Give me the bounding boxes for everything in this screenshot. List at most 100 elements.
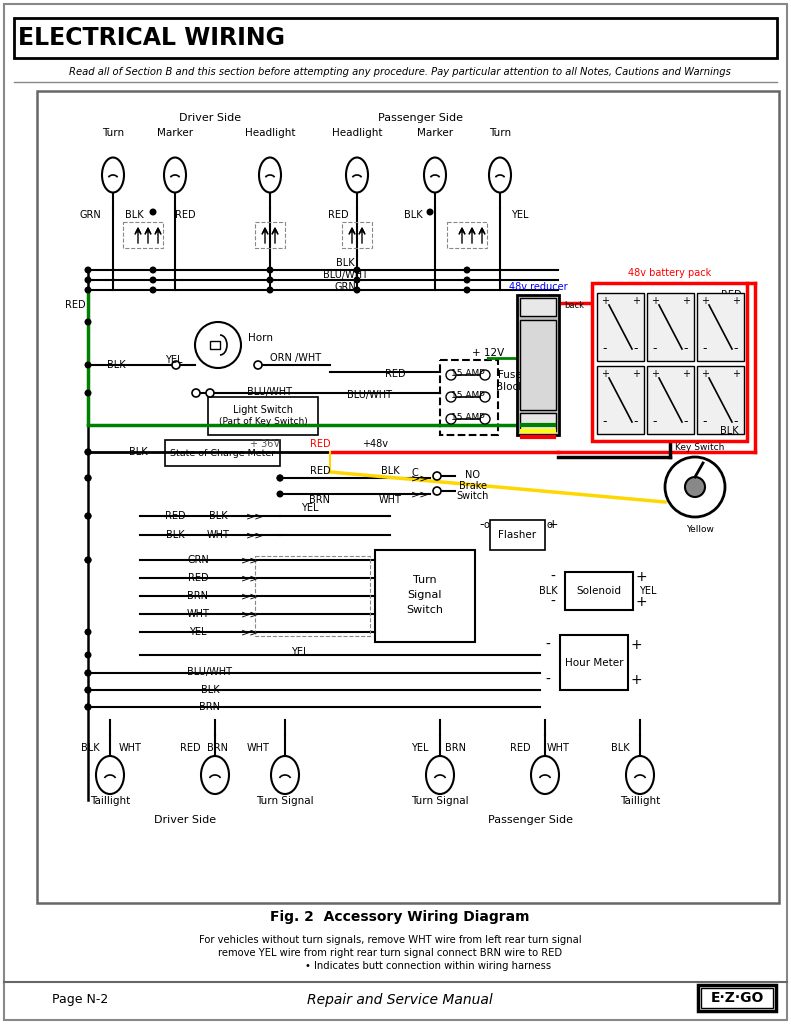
Circle shape <box>277 474 283 481</box>
Text: >>: >> <box>240 627 259 637</box>
Bar <box>123 222 163 248</box>
Bar <box>647 366 694 434</box>
Bar <box>440 360 498 435</box>
Text: Headlight: Headlight <box>244 128 295 138</box>
Text: +: + <box>732 369 740 379</box>
Circle shape <box>85 361 92 369</box>
Text: BLU/WHT: BLU/WHT <box>323 270 368 280</box>
Text: >>: >> <box>240 555 259 565</box>
Text: Solenoid: Solenoid <box>577 586 622 596</box>
Circle shape <box>426 209 433 215</box>
Circle shape <box>464 276 471 284</box>
Circle shape <box>149 276 157 284</box>
Text: remove YEL wire from right rear turn signal connect BRN wire to RED: remove YEL wire from right rear turn sig… <box>218 948 562 958</box>
Circle shape <box>267 287 274 294</box>
Text: >>: >> <box>246 530 264 540</box>
Circle shape <box>85 287 92 294</box>
Text: +: + <box>632 296 640 306</box>
Text: >>: >> <box>240 591 259 601</box>
Text: >>: >> <box>411 489 430 499</box>
Text: RED: RED <box>180 743 200 753</box>
Circle shape <box>254 361 262 369</box>
Text: BLK: BLK <box>720 426 738 436</box>
Text: ELECTRICAL WIRING: ELECTRICAL WIRING <box>18 26 285 50</box>
Text: RED: RED <box>310 466 331 476</box>
Text: YEL: YEL <box>291 647 308 657</box>
Text: +: + <box>701 296 709 306</box>
Bar <box>255 222 285 248</box>
Text: ORN /WHT: ORN /WHT <box>271 353 322 362</box>
Bar <box>560 635 628 690</box>
Circle shape <box>433 487 441 495</box>
Ellipse shape <box>346 158 368 193</box>
Text: Passenger Side: Passenger Side <box>487 815 573 825</box>
Text: BRN: BRN <box>445 743 465 753</box>
Text: YEL: YEL <box>189 627 206 637</box>
Text: -: - <box>551 570 555 584</box>
Text: Brake: Brake <box>459 481 487 490</box>
Bar <box>375 550 475 642</box>
Circle shape <box>85 266 92 273</box>
Text: E·Z·GO: E·Z·GO <box>710 991 763 1005</box>
Text: BLK: BLK <box>335 258 354 268</box>
Text: o: o <box>483 520 489 530</box>
Text: 15 AMP: 15 AMP <box>451 414 485 423</box>
Text: 48v battery pack: 48v battery pack <box>628 268 711 278</box>
Text: GRN: GRN <box>79 210 101 220</box>
Circle shape <box>446 392 456 402</box>
Text: -: - <box>653 342 657 355</box>
Text: +: + <box>651 296 659 306</box>
Text: BLK: BLK <box>165 530 184 540</box>
Circle shape <box>85 556 92 563</box>
Text: YEL: YEL <box>411 743 429 753</box>
Text: RED: RED <box>327 210 348 220</box>
Text: >>: >> <box>411 473 430 483</box>
Circle shape <box>480 392 490 402</box>
Circle shape <box>85 703 92 711</box>
Ellipse shape <box>164 158 186 193</box>
Circle shape <box>446 370 456 380</box>
Text: Switch: Switch <box>457 490 489 501</box>
Text: + 36V: + 36V <box>250 439 280 449</box>
Text: Fuse: Fuse <box>498 370 522 380</box>
Text: -: - <box>603 416 607 428</box>
Text: 48v reducer: 48v reducer <box>509 282 567 292</box>
Text: o: o <box>546 520 552 530</box>
Circle shape <box>464 287 471 294</box>
Bar <box>210 341 220 349</box>
Text: RED: RED <box>65 300 85 310</box>
Text: BLK: BLK <box>209 511 227 521</box>
Text: BRN: BRN <box>207 743 229 753</box>
Text: -: - <box>546 673 551 687</box>
Circle shape <box>277 490 283 498</box>
Circle shape <box>665 457 725 517</box>
Text: WHT: WHT <box>247 743 270 753</box>
Circle shape <box>354 287 361 294</box>
Bar <box>447 222 487 248</box>
Text: -: - <box>702 416 707 428</box>
Text: Taillight: Taillight <box>90 796 131 806</box>
Text: BLK: BLK <box>611 743 630 753</box>
Circle shape <box>85 556 92 563</box>
Circle shape <box>433 472 441 480</box>
Text: -: - <box>551 595 555 609</box>
Text: >>: >> <box>240 573 259 583</box>
Text: +: + <box>651 369 659 379</box>
Text: Page N-2: Page N-2 <box>52 993 108 1007</box>
Circle shape <box>195 322 241 368</box>
Text: >>: >> <box>240 609 259 618</box>
Bar <box>517 295 559 435</box>
Ellipse shape <box>271 756 299 794</box>
Text: BLK: BLK <box>125 210 143 220</box>
Bar <box>255 556 370 636</box>
Circle shape <box>85 686 92 693</box>
Text: Taillight: Taillight <box>620 796 660 806</box>
Text: +: + <box>701 369 709 379</box>
Text: -: - <box>734 342 738 355</box>
Text: Block: Block <box>496 382 524 392</box>
Text: Turn: Turn <box>413 575 437 585</box>
Text: BRN: BRN <box>309 495 331 505</box>
Text: BLK: BLK <box>81 743 100 753</box>
Ellipse shape <box>426 756 454 794</box>
Bar <box>490 520 545 550</box>
